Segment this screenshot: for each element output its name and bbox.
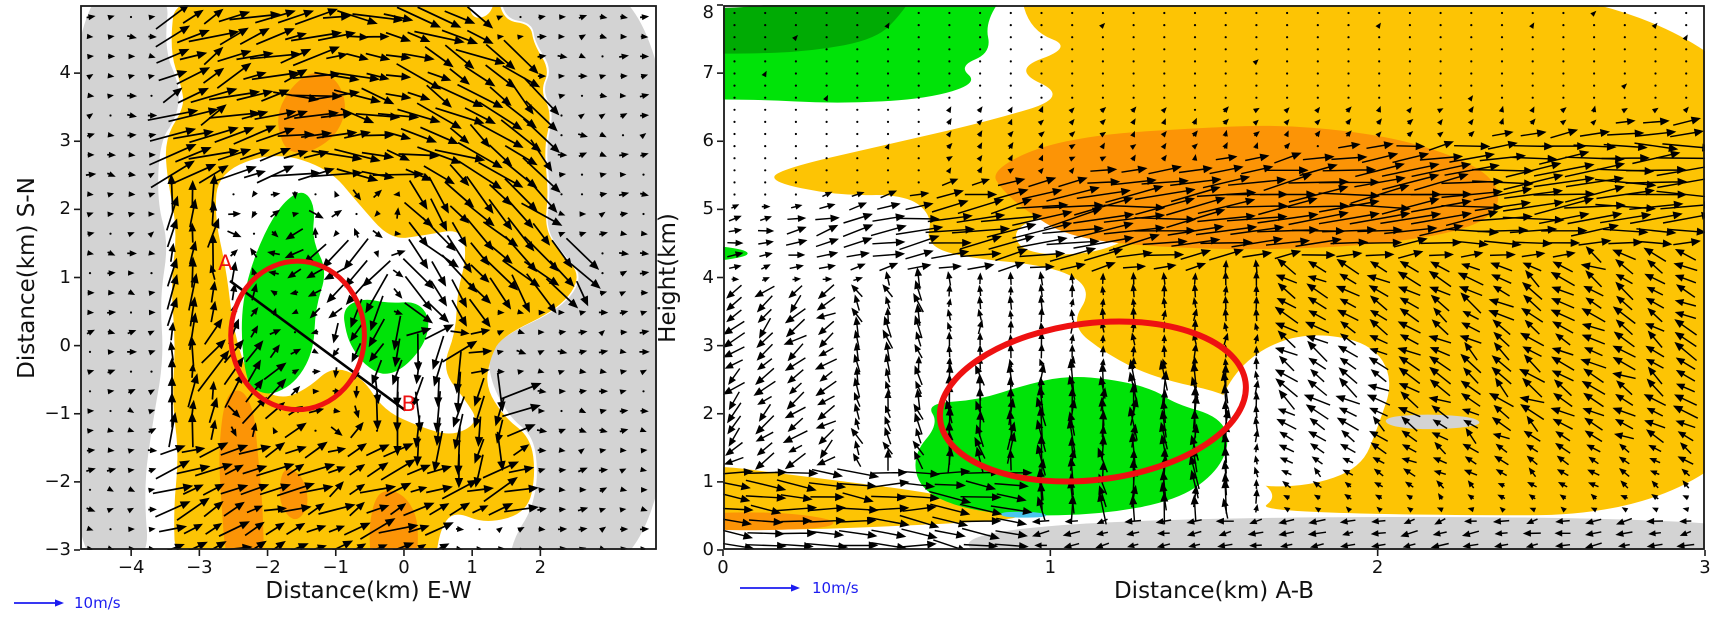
x-tick-label: 2 bbox=[534, 557, 547, 578]
scale-arrow bbox=[740, 584, 800, 592]
left-yaxis-title: Distance(km) S-N bbox=[14, 176, 40, 379]
x-tick-label: 1 bbox=[466, 557, 478, 578]
quiver-field bbox=[723, 10, 1705, 550]
x-tick-label: 0 bbox=[398, 557, 410, 578]
region-cyan-patch bbox=[1000, 511, 1047, 518]
y-tick-label: 5 bbox=[702, 198, 714, 220]
region-strong-echo-aloft bbox=[995, 125, 1499, 250]
y-tick-label: 1 bbox=[702, 470, 714, 492]
x-tick-label: 3 bbox=[1699, 557, 1711, 578]
endpoint-label-a: A bbox=[218, 251, 233, 275]
y-tick-label: 6 bbox=[702, 130, 714, 152]
left-xaxis-title: Distance(km) E-W bbox=[265, 578, 472, 604]
y-tick-label: 0 bbox=[702, 539, 714, 560]
cross-section-plot-area bbox=[723, 5, 1705, 550]
region-gray-oval-mid bbox=[1385, 414, 1480, 430]
region-weak-echo-west bbox=[80, 5, 179, 550]
plot-border bbox=[80, 5, 657, 550]
right-yaxis-title: Height(km) bbox=[655, 212, 681, 343]
x-tick-label: 1 bbox=[1044, 557, 1057, 578]
endpoint-label-b: B bbox=[402, 392, 416, 416]
x-tick-label: −2 bbox=[254, 557, 281, 578]
region-white-notch-top bbox=[469, 5, 494, 18]
y-tick-label: 4 bbox=[59, 62, 71, 84]
y-tick-label: −3 bbox=[44, 539, 71, 560]
region-strong-echo-small bbox=[279, 468, 308, 520]
plot-border bbox=[723, 5, 1705, 550]
section-line-a-b bbox=[229, 279, 407, 412]
y-tick-label: 1 bbox=[59, 266, 71, 288]
y-tick-label: 3 bbox=[702, 334, 714, 356]
y-tick-label: 2 bbox=[59, 198, 71, 220]
y-tick-label: 4 bbox=[702, 266, 714, 288]
x-tick-label: 0 bbox=[717, 557, 729, 578]
right-scale-arrow-label: 10m/s bbox=[812, 579, 859, 597]
y-tick-label: 2 bbox=[702, 402, 714, 424]
y-tick-label: −2 bbox=[44, 470, 71, 492]
highlight-ellipse bbox=[936, 318, 1249, 485]
region-weak-echo-surface bbox=[968, 516, 1705, 550]
x-tick-label: 2 bbox=[1371, 557, 1384, 578]
y-tick-label: 0 bbox=[59, 334, 71, 356]
region-anvil-dark-green bbox=[723, 5, 907, 54]
quiver-field bbox=[85, 5, 650, 550]
y-tick-label: 7 bbox=[702, 62, 714, 84]
x-tick-label: −3 bbox=[186, 557, 213, 578]
highlight-circle bbox=[228, 258, 367, 413]
x-tick-label: −4 bbox=[117, 557, 145, 578]
scale-arrow bbox=[14, 599, 64, 607]
region-weak-echo-east bbox=[489, 5, 657, 550]
x-tick-label: −1 bbox=[322, 557, 350, 578]
y-tick-label: 8 bbox=[702, 2, 714, 23]
cross-section-svg bbox=[723, 5, 1705, 550]
region-low-level-wedge bbox=[723, 467, 1018, 530]
right-xaxis-title: Distance(km) A-B bbox=[1113, 578, 1315, 604]
y-tick-label: −1 bbox=[44, 402, 71, 424]
left-scale-arrow-label: 10m/s bbox=[74, 594, 121, 612]
y-tick-label: 3 bbox=[59, 130, 71, 152]
plan-view-svg: AB bbox=[80, 5, 657, 550]
